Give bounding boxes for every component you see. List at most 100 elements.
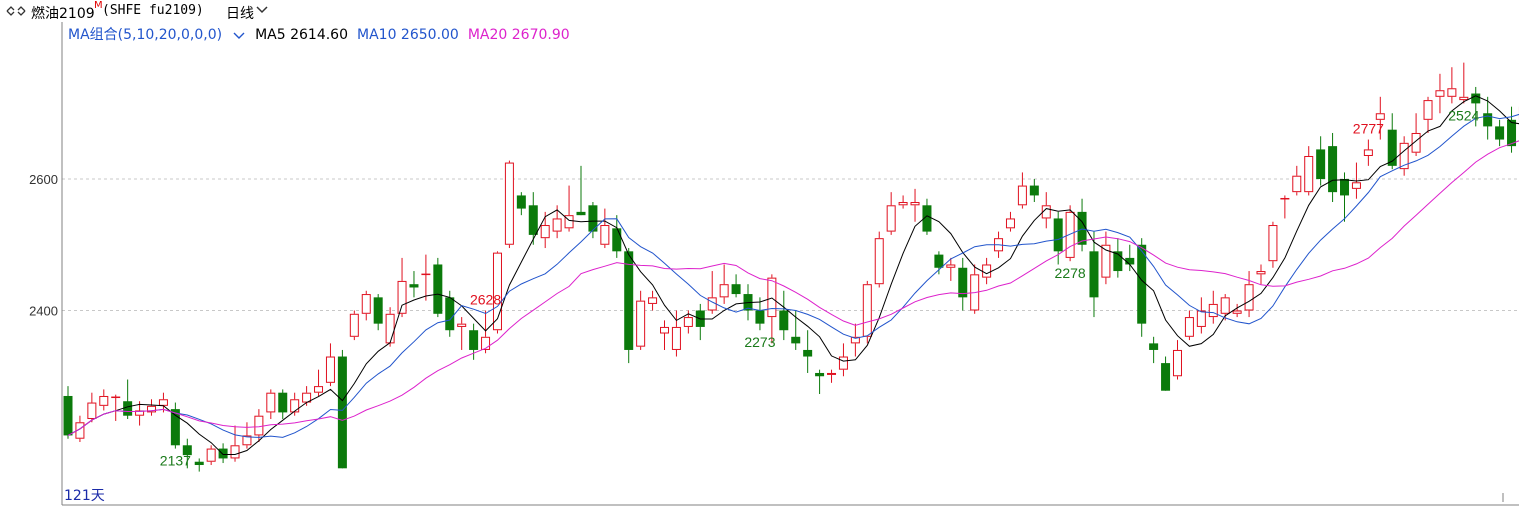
candle: [719, 264, 729, 304]
candle-body-down: [337, 356, 347, 469]
candle-layer: [63, 62, 1519, 472]
candle: [1340, 172, 1350, 222]
candle: [874, 231, 884, 288]
candle: [660, 320, 669, 350]
candle-body-up: [504, 162, 514, 245]
candle-body-up: [242, 435, 252, 446]
candle-body-up: [1399, 142, 1409, 170]
link-icon[interactable]: [4, 3, 28, 19]
candle-body-up: [898, 202, 908, 206]
candle-body-down: [445, 297, 455, 331]
candle-body-down: [1089, 251, 1099, 298]
candle: [182, 438, 192, 469]
candle: [1411, 113, 1421, 156]
candle: [1149, 336, 1159, 364]
candle: [1423, 96, 1433, 133]
candle: [349, 310, 359, 341]
ma-combo-selector[interactable]: MA组合(5,10,20,0,0,0): [68, 27, 223, 43]
candle: [1125, 244, 1135, 272]
ma20-line: [67, 140, 1519, 436]
candle-body-up: [397, 280, 407, 314]
candle-body-down: [409, 284, 419, 288]
candle-body-down: [1471, 93, 1481, 104]
candle: [1256, 264, 1266, 285]
candle-body-up: [1232, 310, 1242, 314]
candle: [1041, 192, 1051, 229]
candle: [576, 165, 586, 216]
candle-body-down: [278, 392, 288, 413]
chevron-down-icon[interactable]: [256, 5, 268, 15]
candle-body-down: [1328, 146, 1338, 193]
candle: [1232, 303, 1242, 318]
candle: [1316, 136, 1326, 186]
candle: [1375, 96, 1385, 140]
candle-body-up: [206, 448, 216, 462]
candle-body-down: [1125, 257, 1135, 265]
candle-body-up: [1268, 225, 1278, 262]
candle-body-up: [827, 372, 837, 375]
candle-body-down: [731, 284, 741, 295]
candle-body-down: [1077, 211, 1087, 245]
candle: [87, 392, 97, 423]
candle-body-up: [648, 297, 658, 304]
candle-body-up: [254, 415, 264, 436]
candle-body-up: [1196, 310, 1206, 327]
candle-body-down: [803, 349, 813, 357]
candle-body-up: [767, 277, 777, 318]
candle-body-up: [325, 356, 335, 383]
candle: [731, 274, 741, 298]
candle-body-up: [147, 405, 157, 413]
candle: [516, 192, 526, 216]
candle-body-up: [838, 356, 848, 370]
candle: [481, 310, 491, 354]
candlestick-chart[interactable]: 2400 2600 2137 2628 2273 2278 2777 2524: [0, 22, 1519, 507]
candle-body-up: [982, 264, 992, 278]
candle: [373, 294, 383, 331]
candle: [695, 303, 705, 341]
candle-body-down: [433, 264, 443, 314]
candle: [1101, 231, 1111, 285]
days-count-label: 121天: [64, 488, 105, 504]
chart-canvas: 2400 2600 2137 2628 2273 2278 2777 2524: [29, 22, 1519, 506]
candle: [147, 399, 157, 416]
candle: [1483, 96, 1493, 140]
candle: [361, 290, 371, 321]
candle-body-up: [564, 215, 574, 229]
candle-body-down: [1029, 185, 1039, 196]
candle-body-up: [1351, 182, 1361, 189]
candle: [1459, 62, 1469, 104]
candle: [612, 215, 622, 258]
candle-body-down: [958, 267, 968, 298]
candle: [707, 271, 717, 314]
candle-body-up: [1017, 185, 1027, 206]
candle-body-up: [385, 313, 395, 344]
candle: [1471, 86, 1481, 127]
symbol-name: 燃油2109: [31, 6, 95, 22]
candle: [1220, 294, 1230, 321]
candle-body-up: [1172, 349, 1182, 377]
candle: [1053, 211, 1063, 265]
candle: [1387, 113, 1397, 170]
candle: [1292, 165, 1302, 196]
candle: [1244, 271, 1254, 318]
candle: [194, 458, 204, 472]
title-bar: 燃油2109 M (SHFE fu2109) 日线: [0, 0, 1519, 22]
chevron-down-icon[interactable]: [233, 31, 245, 40]
candle-body-down: [1495, 126, 1505, 140]
candle: [648, 290, 658, 311]
candle-body-up: [158, 399, 168, 406]
candle: [325, 343, 335, 387]
candle-body-up: [671, 326, 681, 350]
candle-body-up: [361, 294, 371, 314]
candle-body-down: [1161, 363, 1171, 391]
candle-body-down: [779, 310, 789, 331]
candle-body-up: [230, 445, 240, 459]
candle: [230, 425, 240, 462]
candle-body-up: [1208, 303, 1218, 318]
candle: [445, 290, 455, 337]
period-selector[interactable]: 日线: [226, 6, 254, 22]
candle-body-down: [755, 310, 765, 324]
low-price-annotation: 2273: [744, 334, 775, 350]
candle: [75, 415, 85, 442]
high-price-annotation: 2628: [470, 292, 501, 308]
